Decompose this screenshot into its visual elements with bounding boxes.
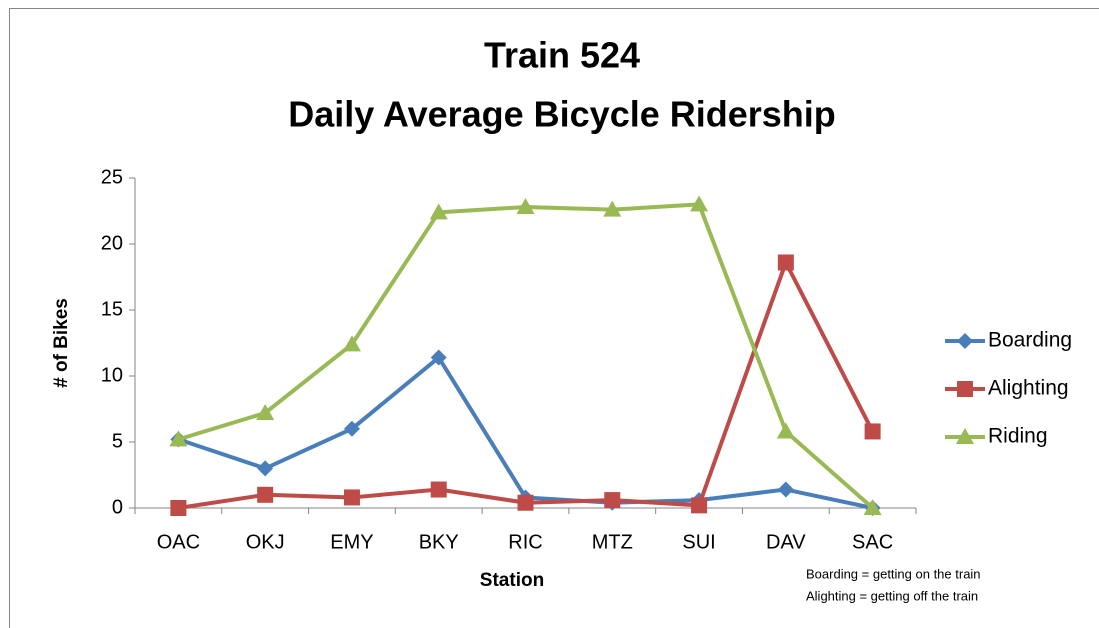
chart-title: Train 524: [484, 35, 640, 76]
x-tick-label: OAC: [157, 531, 200, 553]
y-axis-label: # of Bikes: [51, 298, 72, 388]
data-point: [776, 422, 795, 439]
x-tick-label: SUI: [682, 531, 715, 553]
legend-label: Boarding: [988, 329, 1072, 352]
x-tick-label: OKJ: [246, 531, 285, 553]
chart-subtitle: Daily Average Bicycle Ridership: [288, 94, 836, 135]
data-point: [430, 481, 447, 498]
x-tick-label: SAC: [852, 531, 893, 553]
data-point: [430, 349, 447, 366]
data-point: [170, 500, 187, 516]
x-tick-label: DAV: [766, 531, 806, 553]
data-point: [429, 203, 448, 220]
y-tick-label: 10: [101, 364, 123, 386]
x-tick-label: BKY: [419, 531, 459, 553]
data-point: [256, 403, 275, 420]
annotation: Alighting = getting off the train: [806, 588, 978, 603]
data-point: [863, 499, 882, 515]
legend-label: Alighting: [988, 377, 1069, 400]
x-axis-label: Station: [480, 570, 544, 591]
data-point: [517, 494, 534, 511]
data-point: [343, 489, 360, 506]
legend-label: Riding: [988, 425, 1048, 448]
data-point: [777, 481, 794, 498]
y-tick-label: 5: [112, 430, 123, 452]
data-point: [864, 423, 881, 440]
data-point: [257, 486, 274, 503]
legend-marker: [957, 333, 973, 349]
y-tick-label: 25: [101, 166, 123, 188]
y-tick-label: 0: [112, 496, 123, 518]
data-point: [257, 460, 274, 477]
legend-marker: [957, 381, 973, 397]
data-point: [343, 420, 360, 437]
x-tick-label: RIC: [508, 531, 542, 553]
data-point: [603, 200, 622, 217]
data-point: [690, 195, 709, 212]
data-point: [604, 492, 621, 509]
y-tick-label: 20: [101, 232, 123, 254]
data-point: [777, 254, 794, 271]
data-point: [516, 198, 535, 215]
y-tick-label: 15: [101, 298, 123, 320]
annotation: Boarding = getting on the train: [806, 566, 981, 581]
data-point: [691, 497, 708, 514]
x-tick-label: EMY: [330, 531, 373, 553]
chart-frame: [9, 8, 1099, 628]
x-tick-label: MTZ: [592, 531, 633, 553]
data-point: [342, 335, 361, 352]
legend-marker: [956, 428, 974, 444]
data-point: [169, 430, 188, 447]
